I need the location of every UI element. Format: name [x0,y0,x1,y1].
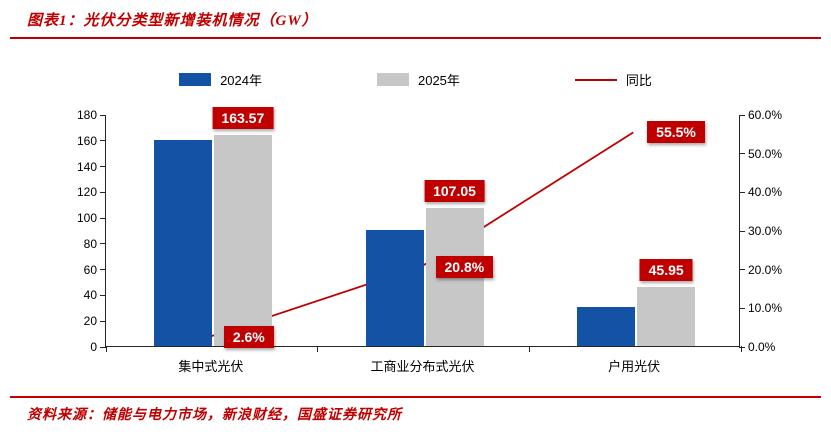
y-right-tick-mark [739,153,745,155]
y-right-tick-mark [739,346,745,348]
x-axis: 集中式光伏 工商业分布式光伏 户用光伏 [105,356,740,376]
y-left-tick-mark [100,217,106,219]
y-left-tick-label: 180 [76,108,97,122]
legend-label: 同比 [625,73,652,88]
x-category-label: 集中式光伏 [178,359,244,374]
legend-bar-swatch [179,73,212,86]
y-right-tick-mark [739,307,745,309]
bar-value-label: 107.05 [424,180,485,203]
y-left-tick-label: 80 [83,236,97,251]
yoy-value-label: 2.6% [223,325,274,348]
page-title: 图表1：光伏分类型新增装机情况（GW） [27,13,318,29]
y-left-tick-label: 0 [90,340,97,354]
legend-line-swatch [574,78,617,81]
y-right-tick-label: 30.0% [748,224,783,238]
y-right-tick-label: 0.0% [748,340,776,354]
yoy-value-label: 20.8% [435,255,494,278]
footer-divider [10,396,821,398]
y-left-tick-mark [100,294,106,296]
y-left-tick-label: 20 [83,314,97,329]
bar-2024年-户用光伏 [577,307,636,346]
source-text: 资料来源：储能与电力市场，新浪财经，国盛证券研究所 [27,408,402,423]
y-right-tick-mark [739,114,745,116]
y-axis-right: 0.0% 10.0% 20.0% 30.0% 40.0% 50.0% 60.0% [748,108,800,354]
bar-value-label: 45.95 [639,258,693,281]
y-left-tick-mark [100,269,106,271]
y-right-tick-label: 10.0% [748,301,783,316]
x-axis-tick-mark [317,346,319,352]
legend-label: 2024年 [220,73,262,88]
y-left-tick-mark [100,166,106,168]
legend-bar-swatch [376,73,409,86]
x-category-label: 户用光伏 [608,359,661,374]
y-left-tick-mark [100,320,106,322]
y-left-tick-mark [100,191,106,193]
bar-2025年-集中式光伏 [213,135,272,346]
x-axis-tick-mark [740,346,742,352]
y-right-tick-mark [739,230,745,232]
y-left-tick-label: 140 [76,159,97,174]
y-right-tick-label: 20.0% [748,262,783,277]
y-left-tick-mark [100,140,106,142]
y-left-tick-mark [100,243,106,245]
y-right-tick-label: 40.0% [748,185,783,200]
y-right-tick-mark [739,191,745,193]
y-left-tick-label: 100 [76,211,97,226]
legend-item-3: 同比 [574,70,652,89]
y-left-tick-mark [100,114,106,116]
y-left-tick-mark [100,346,106,348]
bar-2024年-工商业分布式光伏 [365,230,424,346]
y-left-tick-label: 40 [83,288,97,303]
x-axis-tick-mark [105,346,107,352]
y-axis-left: 0 20 40 60 80 100 120 140 160 180 [55,108,97,354]
title-divider [10,37,821,39]
x-category-label: 工商业分布式光伏 [370,359,475,374]
legend-item-2: 2025年 [376,70,460,89]
y-right-tick-label: 60.0% [748,108,783,122]
y-left-tick-label: 160 [76,133,97,148]
legend-item-1: 2024年 [179,70,262,89]
bar-value-label: 163.57 [212,107,274,130]
bar-2024年-集中式光伏 [153,139,212,346]
legend-label: 2025年 [417,73,460,88]
plot-area: 163.57 107.05 45.95 2.6% 20.8% 55.5% [100,107,745,352]
x-axis-tick-mark [528,346,530,352]
y-left-tick-label: 120 [76,185,97,200]
y-left-tick-label: 60 [83,262,97,277]
y-right-tick-label: 50.0% [748,146,783,161]
bar-2025年-户用光伏 [637,286,696,346]
chart-legend: 2024年 2025年 同比 [0,70,831,89]
yoy-value-label: 55.5% [647,121,705,144]
y-right-tick-mark [739,269,745,271]
